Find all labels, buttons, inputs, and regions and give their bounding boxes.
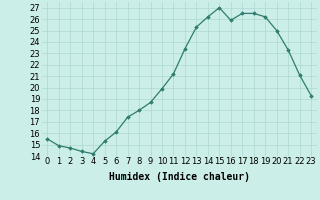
X-axis label: Humidex (Indice chaleur): Humidex (Indice chaleur): [109, 172, 250, 182]
